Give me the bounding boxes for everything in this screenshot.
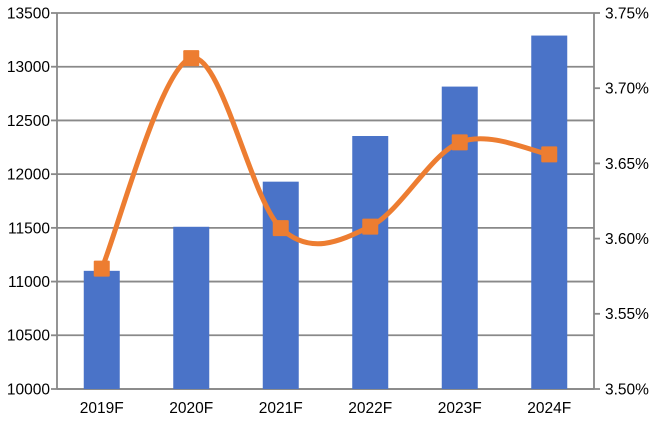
y-axis-left-tick-label: 13000 (7, 59, 50, 76)
trend-line (99, 55, 552, 272)
y-axis-left-tick-label: 11500 (8, 220, 50, 237)
y-axis-left-tick-label: 10500 (7, 328, 50, 345)
y-axis-right-tick-label: 3.75% (605, 5, 649, 22)
y-axis-right-tick-label: 3.50% (605, 381, 649, 398)
bar (352, 136, 389, 389)
bar (83, 270, 120, 389)
y-axis-left-tick-label: 12000 (7, 167, 50, 184)
bar (531, 35, 568, 390)
x-axis-category-label: 2021F (259, 400, 303, 417)
y-axis-left-tick-label: 11000 (8, 274, 50, 291)
x-axis-category-label: 2023F (438, 400, 482, 417)
y-axis-left-tick-label: 10000 (7, 381, 50, 398)
line-marker (541, 146, 558, 163)
line-marker (272, 220, 289, 237)
line-marker (362, 218, 379, 235)
bar (173, 226, 210, 389)
y-axis-right-tick-label: 3.70% (605, 81, 649, 98)
x-axis-category-label: 2020F (169, 400, 213, 417)
y-axis-right-tick-label: 3.60% (605, 231, 649, 248)
y-axis-right-tick-label: 3.65% (605, 156, 649, 173)
x-axis-category-label: 2024F (527, 400, 571, 417)
bar (441, 86, 478, 390)
x-axis-category-label: 2019F (80, 400, 124, 417)
line-marker (183, 50, 200, 67)
line-marker (93, 260, 110, 277)
x-axis-category-label: 2022F (348, 400, 392, 417)
y-axis-left-tick-label: 13500 (7, 5, 50, 22)
bar (262, 181, 299, 389)
y-axis-right-tick-label: 3.55% (605, 306, 649, 323)
y-axis-left-tick-label: 12500 (7, 113, 50, 130)
line-marker (451, 134, 468, 151)
